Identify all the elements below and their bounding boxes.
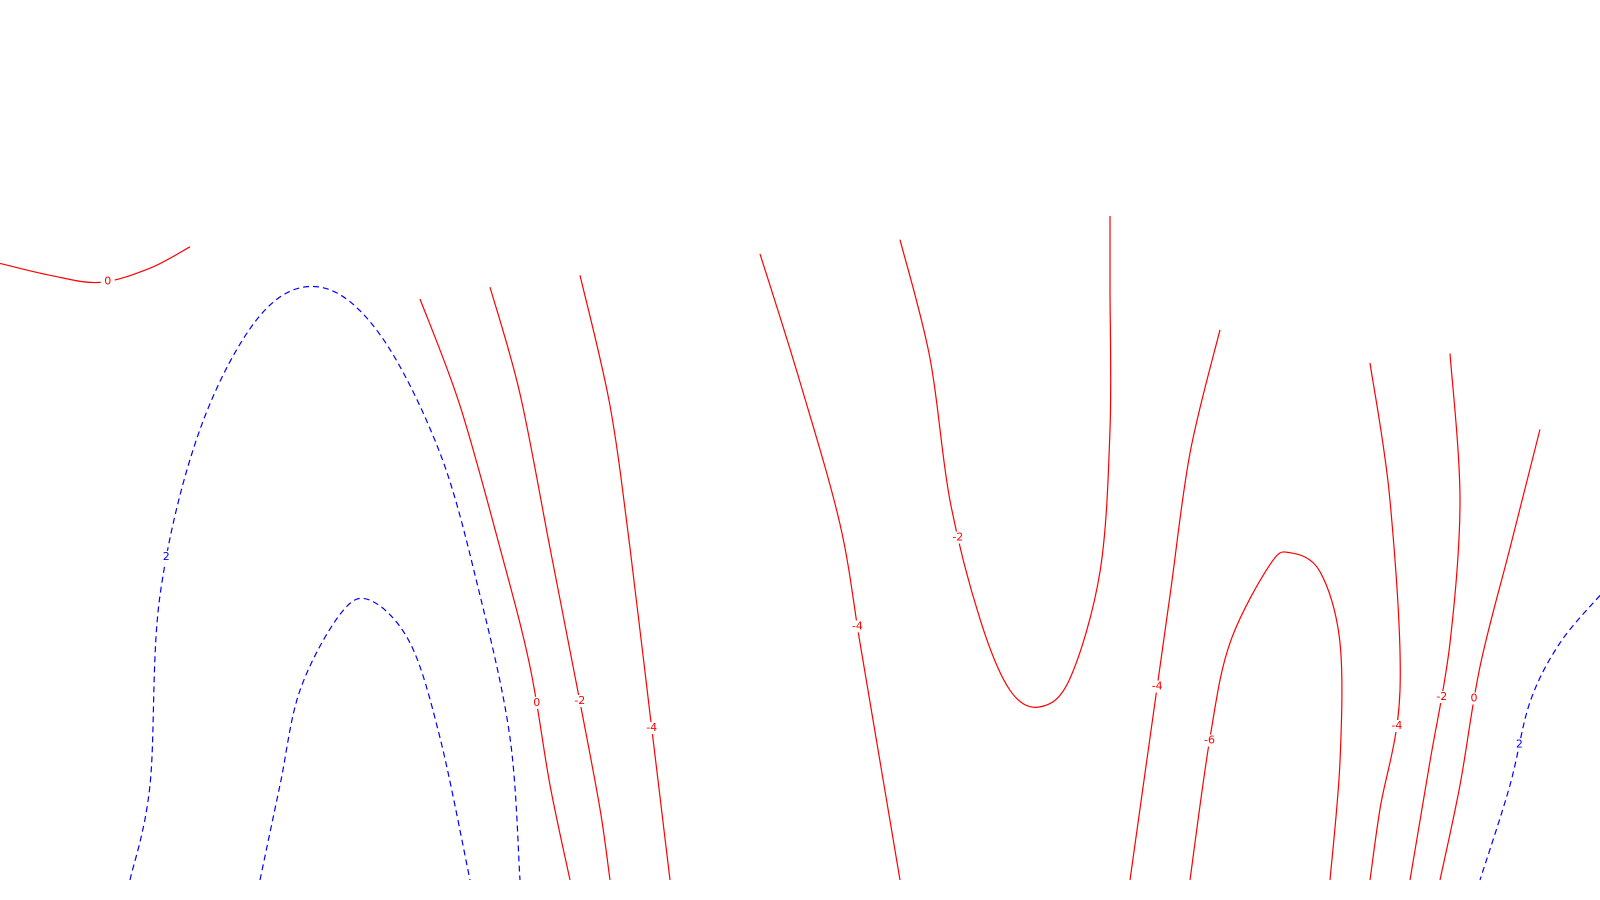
contour-label: 0 (104, 275, 111, 288)
contour-label-background (850, 620, 865, 633)
contour-label-background (572, 695, 587, 707)
contour-lines (0, 216, 1600, 881)
contour-line-level-neg4 (579, 275, 671, 881)
contour-line-level-2 (129, 285, 521, 881)
contour-label: -4 (646, 721, 657, 734)
contour-label: 2 (1516, 738, 1523, 751)
contour-label-background (1150, 680, 1165, 693)
contour-label: 0 (533, 696, 540, 709)
contour-label-background (1434, 691, 1449, 703)
contour-label-background (100, 275, 115, 288)
contour-line-level-0 (0, 246, 191, 284)
contour-line-level-2 (1479, 595, 1600, 881)
contour-line-level-neg4 (759, 253, 901, 881)
contour-line-level-neg2 (1409, 353, 1461, 881)
contour-label-background (159, 550, 174, 563)
contour-label-background (644, 722, 659, 735)
contour-label-background (1467, 692, 1481, 705)
contour-label: -2 (952, 531, 963, 544)
contour-line-level-2 (259, 597, 471, 881)
contour-line-level-neg2 (899, 216, 1112, 708)
contour-label: -2 (574, 694, 585, 707)
contour-label-background (1512, 738, 1527, 751)
contour-labels: 0 2 0 -2 -4 -4 -2 -4 -6 -4 -2 0 2 (100, 275, 1527, 751)
contour-label-background (529, 696, 544, 709)
contour-line-level-0 (1439, 429, 1541, 881)
contour-label-background (1389, 720, 1404, 732)
contour-line-level-neg4 (1369, 362, 1401, 881)
contour-line-level-neg2 (489, 286, 611, 881)
contour-label: -6 (1204, 734, 1215, 747)
contour-label: -4 (1391, 719, 1402, 732)
contour-label-background (1202, 734, 1217, 747)
contour-line-level-0 (419, 298, 571, 881)
contour-line-level-neg4 (1129, 329, 1221, 881)
contour-label-background (950, 531, 965, 544)
contour-label: 0 (1471, 692, 1478, 705)
contour-label: -4 (852, 619, 863, 632)
contour-label: -4 (1152, 680, 1163, 693)
contour-line-level-neg6 (1189, 551, 1343, 881)
contour-label: 2 (163, 550, 170, 563)
contour-label: -2 (1436, 690, 1447, 703)
